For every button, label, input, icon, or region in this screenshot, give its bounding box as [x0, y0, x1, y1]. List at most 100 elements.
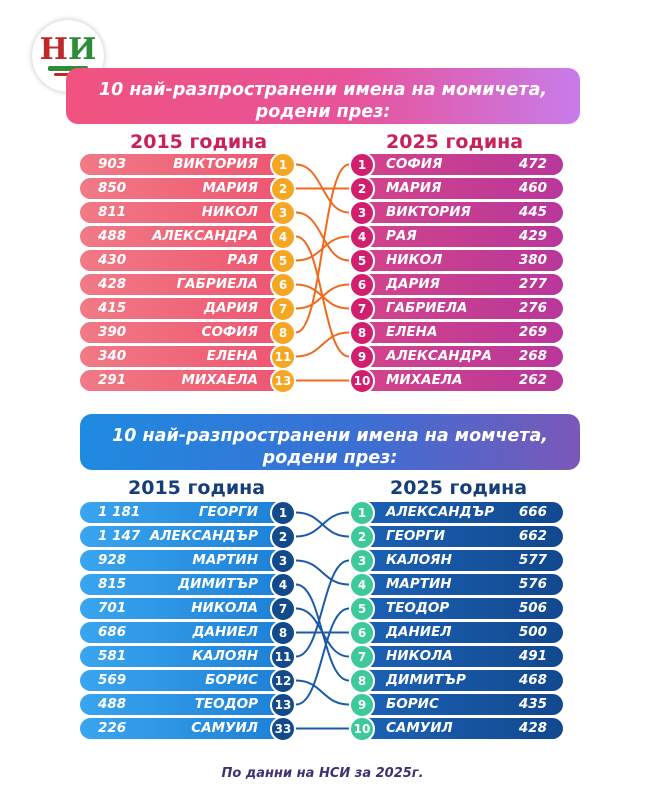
girls-2025-row: НИКОЛ 380 — [350, 250, 563, 271]
boys-2015-name: ДАНИЕЛ — [192, 624, 258, 640]
boys-2015-name: БОРИС — [205, 672, 258, 688]
boys-2025-name: ДИМИТЪР — [386, 672, 466, 688]
boys-year-right: 2025 година — [390, 477, 528, 499]
girls-2025-count: 460 — [518, 180, 547, 196]
boys-2015-name: НИКОЛА — [191, 600, 258, 616]
boys-2015-name: КАЛОЯН — [192, 648, 258, 664]
girls-2025-count: 277 — [518, 276, 547, 292]
girls-2015-rank-badge: 3 — [270, 200, 296, 226]
girls-2025-row: МАРИЯ 460 — [350, 178, 563, 199]
girls-2025-count: 269 — [518, 324, 547, 340]
girls-2025-row: ДАРИЯ 277 — [350, 274, 563, 295]
girls-2025-name: МИХАЕЛА — [386, 372, 463, 388]
boys-2015-rank-badge: 1 — [270, 500, 296, 526]
girls-2015-row: 811 НИКОЛ — [80, 202, 290, 223]
girls-2015-name: АЛЕКСАНДРА — [152, 228, 258, 244]
logo-letter-n: Н — [39, 32, 68, 67]
girls-2025-count: 445 — [518, 204, 547, 220]
girls-2025-count: 268 — [518, 348, 547, 364]
boys-2015-row: 488 ТЕОДОР — [80, 694, 290, 715]
girls-2015-name: ДАРИЯ — [203, 300, 258, 316]
girls-2015-name: МИХАЕЛА — [181, 372, 258, 388]
girls-2015-count: 488 — [98, 228, 127, 244]
girls-2015-count: 850 — [98, 180, 127, 196]
boys-2015-count: 928 — [98, 552, 127, 568]
boys-2015-row: 226 САМУИЛ — [80, 718, 290, 739]
boys-2015-name: ГЕОРГИ — [198, 504, 258, 520]
boys-2015-name: МАРТИН — [192, 552, 258, 568]
boys-2025-name: САМУИЛ — [386, 720, 453, 736]
boys-rank-connector — [295, 679, 350, 706]
boys-2015-count: 581 — [98, 648, 127, 664]
girls-2025-count: 380 — [518, 252, 547, 268]
girls-2025-name: АЛЕКСАНДРА — [386, 348, 492, 364]
girls-2025-count: 276 — [518, 300, 547, 316]
nsi-logo-mark: НИ — [32, 20, 104, 80]
boys-2025-rank-badge: 3 — [349, 548, 375, 574]
boys-2015-name: АЛЕКСАНДЪР — [149, 528, 258, 544]
boys-2025-count: 576 — [518, 576, 547, 592]
girls-2025-row: ГАБРИЕЛА 276 — [350, 298, 563, 319]
girls-2025-row: АЛЕКСАНДРА 268 — [350, 346, 563, 367]
girls-2015-count: 291 — [98, 372, 127, 388]
girls-2025-row: ЕЛЕНА 269 — [350, 322, 563, 343]
girls-2025-count: 262 — [518, 372, 547, 388]
girls-2025-row: СОФИЯ 472 — [350, 154, 563, 175]
boys-2025-name: ДАНИЕЛ — [386, 624, 452, 640]
boys-2025-row: ДАНИЕЛ 500 — [350, 622, 563, 643]
boys-2015-rank-badge: 13 — [270, 692, 296, 718]
boys-2015-count: 701 — [98, 600, 127, 616]
girls-2015-row: 291 МИХАЕЛА — [80, 370, 290, 391]
girls-2015-name: МАРИЯ — [202, 180, 258, 196]
boys-2025-count: 491 — [518, 648, 547, 664]
boys-2015-count: 1 147 — [98, 528, 141, 544]
boys-title-line1: 10 най-разпространени имена на момчета, — [112, 426, 548, 446]
boys-rank-connector — [295, 559, 350, 658]
boys-2015-row: 686 ДАНИЕЛ — [80, 622, 290, 643]
boys-2025-count: 662 — [518, 528, 547, 544]
girls-rank-connector — [295, 211, 350, 262]
girls-2025-rank-badge: 2 — [349, 176, 375, 202]
boys-2015-row: 1 181 ГЕОРГИ — [80, 502, 290, 523]
boys-2015-name: САМУИЛ — [191, 720, 258, 736]
girls-2025-count: 472 — [518, 156, 547, 172]
boys-2015-rank-badge: 4 — [270, 572, 296, 598]
girls-2025-row: МИХАЕЛА 262 — [350, 370, 563, 391]
girls-2015-name: СОФИЯ — [201, 324, 258, 340]
girls-2015-name: ЕЛЕНА — [206, 348, 258, 364]
boys-2025-row: ТЕОДОР 506 — [350, 598, 563, 619]
boys-2025-name: АЛЕКСАНДЪР — [386, 504, 495, 520]
boys-2025-rank-badge: 2 — [349, 524, 375, 550]
girls-2015-rank-badge: 1 — [270, 152, 296, 178]
logo-stripe-green — [48, 66, 88, 71]
girls-2015-row: 488 АЛЕКСАНДРА — [80, 226, 290, 247]
girls-2015-name: РАЯ — [227, 252, 258, 268]
boys-2015-count: 226 — [98, 720, 127, 736]
girls-2015-count: 415 — [98, 300, 127, 316]
girls-rank-connector — [295, 331, 350, 358]
girls-2015-row: 430 РАЯ — [80, 250, 290, 271]
boys-2025-count: 468 — [518, 672, 547, 688]
boys-2025-rank-badge: 6 — [349, 620, 375, 646]
girls-2015-count: 390 — [98, 324, 127, 340]
boys-2025-count: 500 — [518, 624, 547, 640]
boys-2025-name: НИКОЛА — [386, 648, 453, 664]
boys-2025-name: КАЛОЯН — [386, 552, 452, 568]
girls-2025-name: ВИКТОРИЯ — [386, 204, 471, 220]
girls-rank-connector — [295, 283, 350, 310]
boys-2025-row: ДИМИТЪР 468 — [350, 670, 563, 691]
girls-2015-count: 811 — [98, 204, 127, 220]
girls-2025-name: СОФИЯ — [386, 156, 443, 172]
girls-year-left: 2015 година — [130, 131, 268, 153]
girls-2025-rank-badge: 8 — [349, 320, 375, 346]
logo-letter-i: И — [68, 32, 97, 67]
boys-2015-count: 488 — [98, 696, 127, 712]
boys-2025-rank-badge: 8 — [349, 668, 375, 694]
boys-2015-count: 815 — [98, 576, 127, 592]
girls-2025-row: РАЯ 429 — [350, 226, 563, 247]
boys-2025-row: САМУИЛ 428 — [350, 718, 563, 739]
boys-2015-row: 701 НИКОЛА — [80, 598, 290, 619]
boys-2025-name: МАРТИН — [386, 576, 452, 592]
source-note: По данни на НСИ за 2025г. — [221, 766, 424, 781]
girls-2015-row: 903 ВИКТОРИЯ — [80, 154, 290, 175]
